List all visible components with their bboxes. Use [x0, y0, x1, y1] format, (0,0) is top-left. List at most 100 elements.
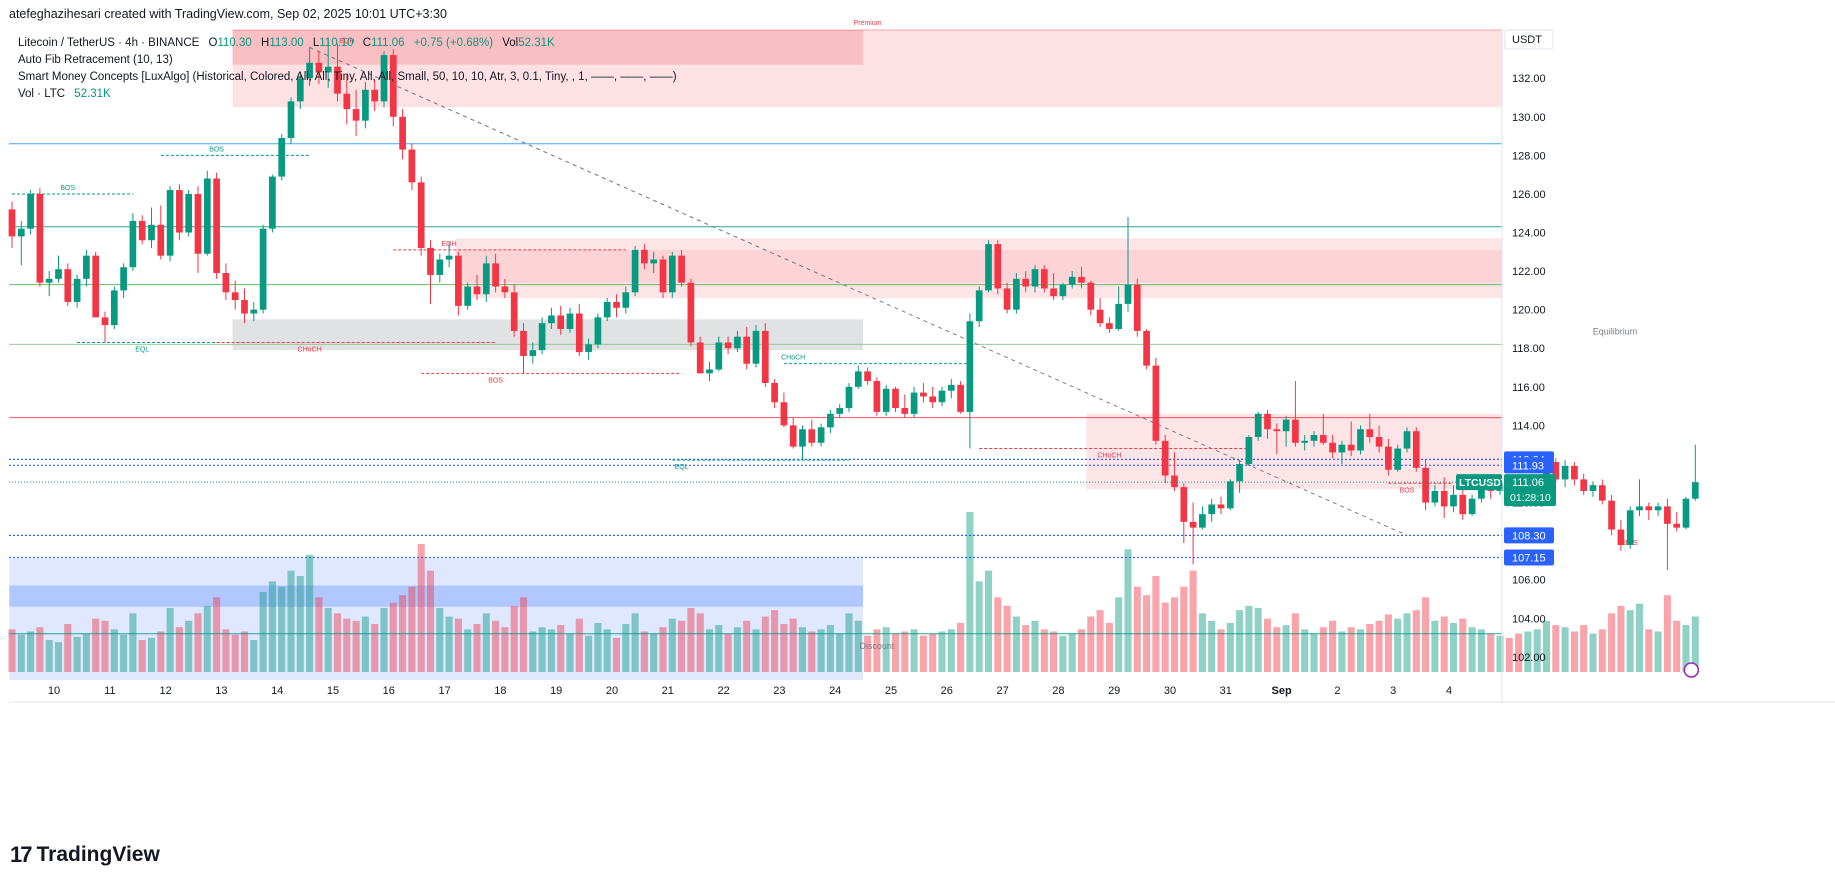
candle-body[interactable] — [492, 263, 499, 287]
candle-body[interactable] — [464, 286, 472, 306]
candle-body[interactable] — [957, 384, 964, 412]
candle-body[interactable] — [1375, 436, 1383, 447]
candle-body[interactable] — [222, 273, 230, 293]
candle-body[interactable] — [780, 402, 788, 426]
candle-body[interactable] — [734, 336, 741, 349]
candle-body[interactable] — [1078, 276, 1085, 283]
candle-body[interactable] — [334, 66, 341, 94]
candle-body[interactable] — [901, 408, 909, 414]
candle-body[interactable] — [678, 255, 685, 283]
candle-body[interactable] — [1050, 288, 1057, 297]
candle-body[interactable] — [1013, 278, 1020, 310]
candle-body[interactable] — [343, 93, 351, 110]
candle-body[interactable] — [1403, 431, 1411, 449]
candle-body[interactable] — [371, 89, 379, 102]
currency-button[interactable] — [1504, 29, 1554, 50]
candle-body[interactable] — [668, 255, 676, 293]
candle-body[interactable] — [1022, 278, 1030, 287]
candle-body[interactable] — [92, 255, 100, 318]
candle-body[interactable] — [380, 55, 388, 102]
candle-body[interactable] — [1096, 309, 1104, 324]
candle-body[interactable] — [1292, 419, 1299, 443]
candle-body[interactable] — [1459, 494, 1467, 515]
candle-body[interactable] — [166, 190, 174, 256]
candle-body[interactable] — [585, 344, 592, 353]
candle-body[interactable] — [473, 286, 481, 295]
candle-body[interactable] — [1180, 487, 1188, 522]
candle-body[interactable] — [752, 330, 760, 364]
candle-body[interactable] — [501, 286, 509, 293]
candle-body[interactable] — [520, 330, 527, 356]
lightning-icon[interactable] — [1683, 662, 1700, 678]
candle-body[interactable] — [966, 321, 974, 412]
candle-body[interactable] — [455, 255, 462, 306]
candle-body[interactable] — [259, 228, 267, 310]
candle-body[interactable] — [73, 278, 81, 302]
candle-body[interactable] — [324, 66, 332, 73]
candle-body[interactable] — [1133, 284, 1141, 331]
candle-body[interactable] — [641, 249, 648, 264]
candle-body[interactable] — [1189, 521, 1197, 528]
candle-body[interactable] — [1310, 435, 1318, 441]
candle-body[interactable] — [761, 330, 769, 383]
candle-body[interactable] — [1626, 510, 1634, 545]
candle-body[interactable] — [55, 269, 62, 279]
candle-body[interactable] — [389, 55, 397, 117]
candle-body[interactable] — [1124, 284, 1132, 304]
candle-body[interactable] — [1171, 475, 1178, 488]
candle-body[interactable] — [548, 315, 555, 324]
candle-body[interactable] — [529, 350, 537, 356]
candle-body[interactable] — [706, 369, 713, 374]
candle-body[interactable] — [427, 247, 434, 275]
candle-body[interactable] — [1003, 288, 1011, 310]
candle-body[interactable] — [854, 371, 862, 387]
candle-body[interactable] — [1236, 463, 1243, 482]
candle-body[interactable] — [1152, 365, 1160, 441]
candle-body[interactable] — [929, 396, 937, 403]
candle-body[interactable] — [696, 342, 704, 374]
candle-body[interactable] — [176, 190, 183, 233]
candle-body[interactable] — [808, 429, 816, 443]
candle-body[interactable] — [631, 249, 639, 293]
candle-body[interactable] — [1673, 523, 1681, 528]
candle-body[interactable] — [1217, 504, 1225, 509]
candle-body[interactable] — [1366, 429, 1374, 437]
candle-body[interactable] — [1329, 442, 1336, 453]
candle-body[interactable] — [882, 388, 890, 412]
candle-body[interactable] — [399, 116, 406, 150]
candlestick-chart[interactable]: BOSBOSEQLCHoCHEQHBOSCHoCHEQLCHoCHBOSBOSE… — [0, 0, 1835, 840]
candle-body[interactable] — [1608, 500, 1615, 530]
candle-body[interactable] — [129, 220, 137, 268]
candle-body[interactable] — [1031, 269, 1039, 287]
candle-body[interactable] — [873, 381, 881, 412]
candle-body[interactable] — [827, 413, 834, 428]
candle-body[interactable] — [64, 269, 72, 302]
candle-body[interactable] — [994, 244, 1002, 289]
candle-body[interactable] — [1226, 481, 1234, 509]
candle-body[interactable] — [352, 109, 360, 121]
candle-body[interactable] — [938, 390, 946, 403]
candle-body[interactable] — [8, 209, 16, 237]
candle-body[interactable] — [445, 255, 453, 260]
candle-body[interactable] — [1264, 413, 1271, 430]
candle-body[interactable] — [1199, 514, 1206, 528]
indicator-volume[interactable]: Vol · LTC 52.31K — [18, 86, 677, 103]
candle-body[interactable] — [17, 228, 25, 237]
candle-body[interactable] — [1440, 490, 1448, 507]
candle-body[interactable] — [417, 182, 425, 248]
candle-body[interactable] — [1664, 506, 1671, 524]
candle-body[interactable] — [1412, 431, 1420, 468]
candle-body[interactable] — [743, 336, 751, 364]
candle-body[interactable] — [1347, 444, 1355, 451]
candle-body[interactable] — [799, 429, 806, 447]
candle-body[interactable] — [985, 244, 992, 291]
candle-body[interactable] — [278, 138, 286, 177]
candle-body[interactable] — [1468, 498, 1476, 515]
candle-body[interactable] — [1552, 462, 1560, 480]
candle-body[interactable] — [836, 408, 844, 414]
candle-body[interactable] — [1338, 444, 1346, 453]
candle-body[interactable] — [157, 224, 165, 256]
candle-body[interactable] — [1254, 413, 1262, 437]
candle-body[interactable] — [947, 384, 955, 391]
candle-body[interactable] — [241, 300, 248, 314]
